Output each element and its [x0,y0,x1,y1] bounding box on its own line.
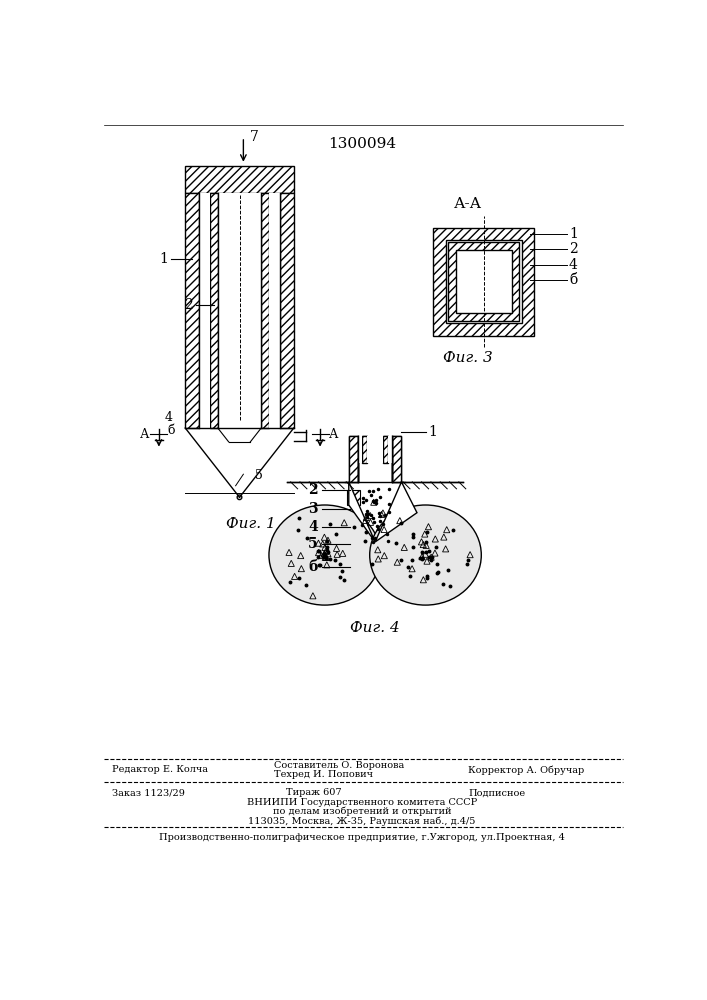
Bar [358,436,392,482]
Text: Подписное: Подписное [468,788,525,797]
Text: Фиг. 1: Фиг. 1 [226,517,276,531]
Bar [185,166,293,193]
Text: 1300094: 1300094 [328,137,396,151]
Text: Производственно-полиграфическое предприятие, г.Ужгород, ул.Проектная, 4: Производственно-полиграфическое предприя… [159,833,565,842]
Bar [185,193,199,428]
Bar [210,193,218,428]
Ellipse shape [370,505,481,605]
Bar [383,436,388,459]
Polygon shape [349,482,375,542]
Bar [349,436,358,482]
Bar [392,436,402,482]
Circle shape [237,495,242,500]
Text: 2: 2 [308,483,317,497]
Text: 1: 1 [428,425,437,439]
Bar [448,242,519,321]
Text: по делам изобретений и открытий: по делам изобретений и открытий [273,807,451,816]
Bar [349,436,402,482]
Text: 5: 5 [308,536,317,550]
Text: Заказ 1123/29: Заказ 1123/29 [112,788,185,797]
Text: б: б [569,273,577,287]
Bar [362,436,368,463]
Text: ВНИИПИ Государственного комитета СССР: ВНИИПИ Государственного комитета СССР [247,798,477,807]
Polygon shape [375,482,417,542]
Text: 113035, Москва, Ж-35, Раушская наб., д.4/5: 113035, Москва, Ж-35, Раушская наб., д.4… [248,816,476,826]
Bar [388,436,392,463]
Text: Тираж 607: Тираж 607 [286,788,341,797]
Bar [358,482,392,544]
Text: Техред И. Попович: Техред И. Попович [274,770,373,779]
Ellipse shape [269,505,380,605]
Text: 7: 7 [250,130,259,144]
Text: 4: 4 [165,411,173,424]
Text: 1: 1 [159,252,168,266]
Text: А: А [329,428,339,441]
Text: 2: 2 [569,242,578,256]
Bar [383,436,388,463]
Bar [433,228,534,336]
Bar [261,193,269,428]
Text: 3: 3 [308,502,317,516]
Text: А: А [140,428,150,441]
Text: 2: 2 [185,298,193,312]
Bar [456,250,512,313]
Bar [280,193,293,428]
Bar [445,240,522,323]
Text: Редактор Е. Колча: Редактор Е. Колча [112,765,208,774]
Text: 4: 4 [308,520,317,534]
Text: Корректор А. Обручар: Корректор А. Обручар [468,765,585,775]
Bar [218,193,261,428]
Text: А-А: А-А [454,197,482,211]
Text: Фиг. 3: Фиг. 3 [443,351,493,365]
Text: Составитель О. Воронова: Составитель О. Воронова [274,761,404,770]
Bar [362,436,368,459]
Bar [358,436,362,463]
Bar [368,436,383,463]
Text: 4: 4 [569,258,578,272]
Bar [199,193,210,428]
Bar [347,490,360,505]
Bar [269,193,280,428]
Text: б: б [308,560,317,574]
Text: б: б [167,424,175,437]
Bar [349,436,358,482]
Text: 5: 5 [255,469,263,482]
Bar [392,436,402,482]
Text: Фиг. 4: Фиг. 4 [350,620,400,635]
Text: 1: 1 [569,227,578,241]
